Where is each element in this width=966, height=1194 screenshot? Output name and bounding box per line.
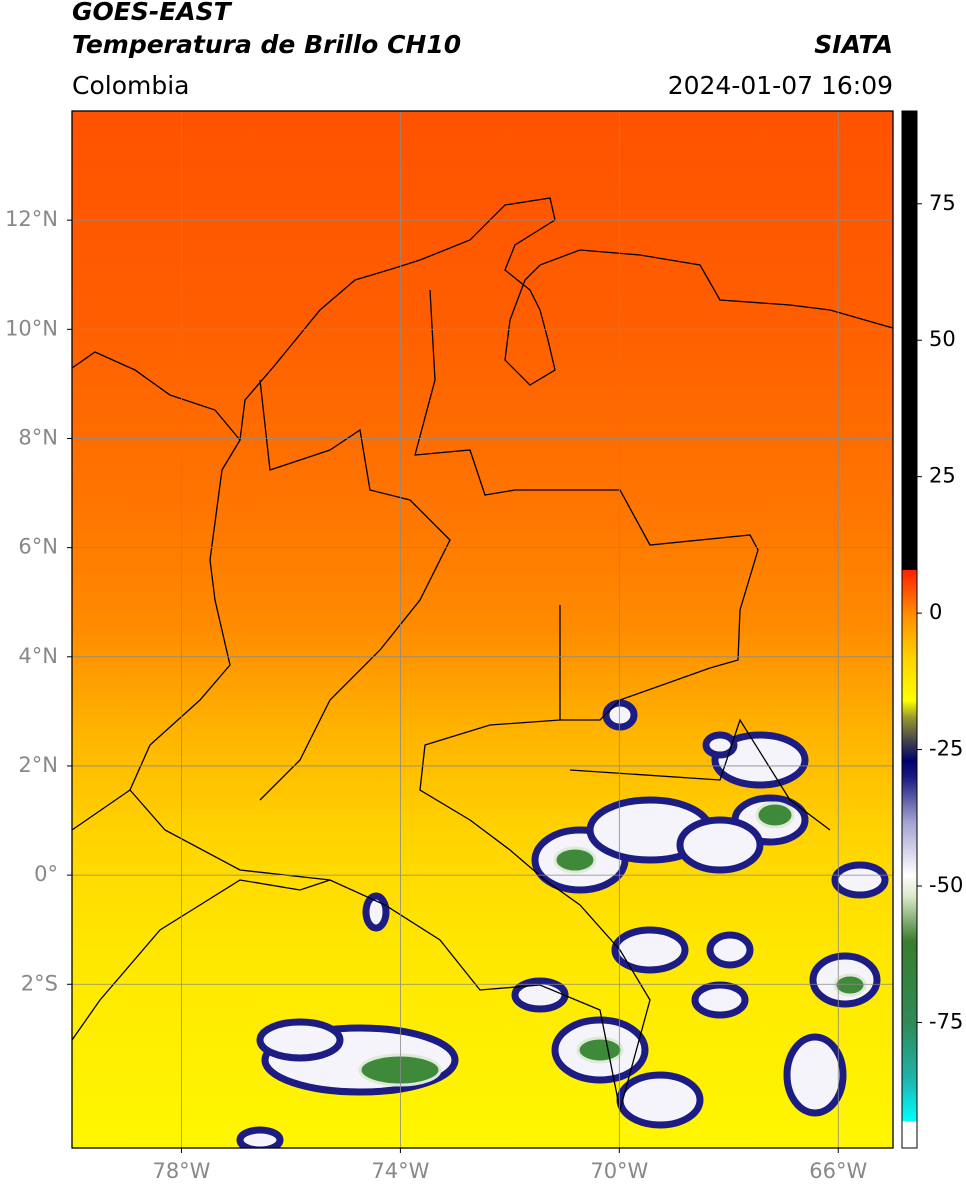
coastline [239, 197, 893, 441]
region: Colombia [72, 71, 189, 100]
x-tick-label: 74°W [371, 1159, 429, 1183]
y-tick-label: 4°N [18, 644, 58, 668]
cloud [616, 1071, 704, 1129]
colorbar-tick-label: -50 [929, 873, 963, 897]
colorbar-tick-label: 0 [929, 600, 942, 624]
colorbar-segment [902, 111, 917, 570]
border [569, 718, 831, 831]
colorbar-segment [902, 569, 917, 614]
colorbar-segment [902, 760, 917, 778]
colorbar-segment [902, 1120, 917, 1149]
colorbar-segment [902, 875, 917, 898]
colorbar-frame [901, 110, 918, 1149]
cloud-core [833, 973, 867, 997]
border [129, 789, 621, 1111]
colorbar-segment [902, 738, 917, 761]
colorbar-tick-label: 75 [929, 191, 956, 215]
cloud [831, 861, 889, 899]
coastline [72, 879, 331, 1041]
colorbar-segment [902, 613, 917, 658]
cloud [611, 926, 689, 974]
source: SIATA [814, 30, 893, 59]
y-tick-label: 8°N [18, 425, 58, 449]
x-tick-label: 70°W [590, 1159, 648, 1183]
cloud [602, 699, 638, 731]
y-tick-label: 6°N [18, 535, 58, 559]
cloud [676, 816, 764, 874]
colorbar-segment [902, 700, 917, 718]
colorbar-segment [902, 716, 917, 740]
colorbar-segment [902, 940, 917, 1023]
colorbar-tick-label: -75 [929, 1009, 963, 1033]
colorbar-segment [902, 896, 917, 942]
coastline [72, 351, 241, 831]
colorbar-segment [902, 776, 917, 822]
map [72, 111, 893, 1148]
cloud-core [576, 1036, 624, 1064]
cloud-core [755, 801, 795, 829]
colorbar-segment [902, 1077, 917, 1122]
cloud [711, 731, 809, 789]
temperature-field [72, 111, 893, 1148]
border [414, 289, 759, 721]
colorbar-segment [902, 656, 917, 701]
colorbar-segment [902, 1022, 917, 1078]
cloud-core [553, 846, 597, 874]
border [419, 719, 651, 1111]
timestamp: 2024-01-07 16:09 [668, 71, 893, 100]
cloud [783, 1033, 847, 1117]
x-tick-label: 66°W [809, 1159, 867, 1183]
y-tick-label: 2°N [18, 753, 58, 777]
border [259, 379, 451, 801]
cloud [362, 892, 390, 932]
x-tick-label: 78°W [152, 1159, 210, 1183]
y-tick-label: 2°S [21, 971, 58, 995]
subtitle: Temperatura de Brillo CH10 [72, 30, 461, 59]
cloud [256, 1018, 344, 1062]
map-frame [71, 110, 894, 1149]
y-tick-label: 0° [34, 862, 58, 886]
cloud [706, 931, 754, 969]
title: GOES-EAST [72, 0, 233, 26]
colorbar-tick-label: 25 [929, 464, 956, 488]
cloud [691, 981, 749, 1019]
cloud [236, 1126, 284, 1148]
y-tick-label: 12°N [5, 207, 58, 231]
cloud [702, 731, 738, 759]
colorbar-segment [902, 820, 917, 876]
colorbar-tick-label: -25 [929, 737, 963, 761]
y-tick-label: 10°N [5, 316, 58, 340]
boundaries [72, 197, 893, 1111]
colorbar-tick-label: 50 [929, 327, 956, 351]
